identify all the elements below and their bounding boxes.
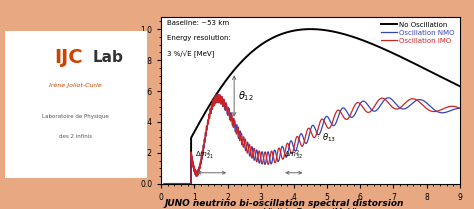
Oscillation NMO [339, 108, 345, 110]
Line: No Oscillation: No Oscillation [164, 29, 460, 184]
X-axis label: Visible Energy (MeV): Visible Energy (MeV) [264, 208, 357, 209]
Oscillation NMO [274, 159, 280, 161]
Oscillation IMO [215, 93, 221, 96]
Legend: No Oscillation, Oscillation NMO, Oscillation IMO: No Oscillation, Oscillation NMO, Oscilla… [380, 20, 456, 45]
Text: $\theta_{12}$: $\theta_{12}$ [238, 89, 254, 103]
No Oscillation [215, 90, 221, 93]
Oscillation NMO [215, 95, 221, 97]
Text: Lab: Lab [93, 50, 124, 65]
Oscillation IMO [354, 102, 359, 104]
No Oscillation [404, 59, 410, 61]
Oscillation NMO [215, 93, 221, 96]
Text: Laboratoire de Physique: Laboratoire de Physique [43, 114, 109, 119]
Text: Energy resolution:: Energy resolution: [167, 35, 231, 41]
Text: des 2 infinis: des 2 infinis [59, 134, 92, 139]
Text: $\Delta m^2_{21}$: $\Delta m^2_{21}$ [195, 149, 214, 162]
Text: 3 %/√E [MeV]: 3 %/√E [MeV] [167, 50, 215, 58]
Text: Baseline: ~53 km: Baseline: ~53 km [167, 20, 229, 26]
Oscillation NMO [382, 98, 388, 101]
No Oscillation [354, 37, 359, 39]
No Oscillation [162, 183, 167, 185]
Text: Irène Joliot-Curie: Irène Joliot-Curie [49, 83, 102, 88]
Text: $\Delta m^2_{32}$: $\Delta m^2_{32}$ [284, 149, 303, 162]
Oscillation NMO [457, 107, 463, 110]
Text: $\theta_{13}$: $\theta_{13}$ [322, 132, 336, 144]
Oscillation IMO [339, 112, 345, 115]
Y-axis label: Arbitrary Unit: Arbitrary Unit [126, 70, 135, 131]
Text: IJC: IJC [55, 48, 83, 67]
FancyBboxPatch shape [0, 27, 151, 182]
Oscillation IMO [404, 100, 410, 102]
No Oscillation [274, 34, 280, 37]
Oscillation NMO [162, 183, 167, 185]
Oscillation IMO [457, 107, 463, 110]
Oscillation IMO [382, 98, 388, 101]
Oscillation NMO [354, 110, 359, 112]
No Oscillation [308, 28, 313, 30]
Oscillation IMO [215, 93, 221, 96]
Text: JUNO neutrino bi-oscillation spectral distorsion: JUNO neutrino bi-oscillation spectral di… [164, 199, 404, 208]
No Oscillation [457, 85, 463, 88]
No Oscillation [382, 48, 388, 51]
Oscillation IMO [274, 152, 280, 154]
No Oscillation [339, 32, 345, 35]
Line: Oscillation IMO: Oscillation IMO [164, 94, 460, 184]
Oscillation IMO [162, 183, 167, 185]
Oscillation NMO [404, 106, 410, 109]
Line: Oscillation NMO: Oscillation NMO [164, 94, 460, 184]
